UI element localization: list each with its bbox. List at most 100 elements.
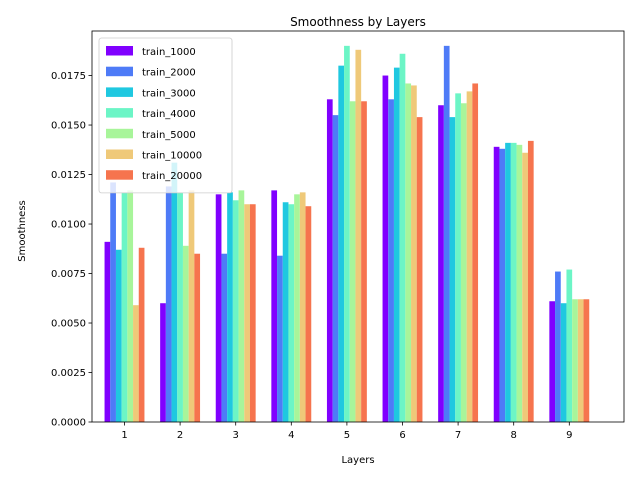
bar-train_4000-layer-9 bbox=[566, 269, 573, 422]
y-tick-label: 0.0025 bbox=[51, 368, 86, 379]
bar-train_10000-layer-6 bbox=[411, 85, 417, 422]
legend-swatch-train_2000 bbox=[106, 66, 133, 77]
bar-train_5000-layer-6 bbox=[405, 83, 412, 423]
y-tick-label: 0.0175 bbox=[51, 71, 86, 82]
x-tick-label: 7 bbox=[455, 430, 461, 441]
bar-train_2000-layer-5 bbox=[332, 115, 339, 422]
y-tick-label: 0.0050 bbox=[51, 319, 86, 330]
bar-train_1000-layer-2 bbox=[160, 303, 166, 422]
legend-swatch-train_4000 bbox=[106, 108, 133, 118]
bar-train_4000-layer-5 bbox=[344, 45, 350, 422]
bar-train_10000-layer-9 bbox=[577, 299, 584, 422]
bar-train_4000-layer-2 bbox=[177, 192, 183, 422]
legend-swatch-train_10000 bbox=[106, 149, 133, 159]
bar-train_2000-layer-8 bbox=[499, 148, 506, 423]
bar-train_3000-layer-9 bbox=[560, 303, 567, 422]
legend-label-train_1000: train_1000 bbox=[142, 47, 196, 58]
y-axis-label: Smoothness bbox=[17, 200, 28, 262]
bar-train_4000-layer-1 bbox=[121, 192, 128, 422]
bar-train_10000-layer-4 bbox=[299, 192, 306, 422]
bar-train_20000-layer-8 bbox=[527, 140, 534, 422]
bar-train_2000-layer-1 bbox=[110, 182, 116, 422]
bar-train_3000-layer-4 bbox=[282, 202, 289, 422]
bar-train_3000-layer-5 bbox=[338, 65, 345, 423]
bar-train_2000-layer-2 bbox=[165, 186, 172, 422]
bar-train_2000-layer-7 bbox=[443, 45, 450, 422]
legend-swatch-train_20000 bbox=[106, 170, 133, 180]
y-tick-label: 0.0075 bbox=[51, 269, 86, 280]
axes-group bbox=[91, 30, 625, 423]
y-tick-label: 0.0150 bbox=[51, 121, 86, 132]
legend-label-train_4000: train_4000 bbox=[142, 109, 196, 120]
bar-train_20000-layer-3 bbox=[249, 204, 256, 422]
y-tick-label: 0.0000 bbox=[51, 418, 86, 429]
x-tick-label: 9 bbox=[566, 430, 572, 441]
bar-train_10000-layer-3 bbox=[244, 204, 250, 422]
legend: train_1000 train_2000 train_3000 train_4000… bbox=[98, 37, 233, 194]
bar-train_20000-layer-6 bbox=[416, 117, 423, 423]
y-tick-label: 0.0100 bbox=[51, 220, 86, 231]
bar-train_20000-layer-2 bbox=[194, 253, 201, 422]
legend-label-train_3000: train_3000 bbox=[142, 88, 196, 99]
bar-train_2000-layer-3 bbox=[221, 253, 228, 422]
legend-label-train_2000: train_2000 bbox=[142, 68, 196, 79]
bar-train_2000-layer-6 bbox=[388, 99, 394, 423]
plot-frame bbox=[91, 30, 625, 423]
bar-train_3000-layer-2 bbox=[171, 162, 178, 422]
bar-train_3000-layer-6 bbox=[393, 67, 400, 422]
bar-train_5000-layer-4 bbox=[294, 194, 300, 422]
legend-swatch-train_5000 bbox=[106, 128, 133, 139]
legend-label-train_10000: train_10000 bbox=[142, 151, 202, 162]
bar-train_10000-layer-5 bbox=[355, 49, 362, 423]
bar-train_3000-layer-3 bbox=[227, 192, 233, 422]
bar-train_5000-layer-9 bbox=[572, 299, 578, 422]
bar-train_4000-layer-3 bbox=[232, 200, 239, 422]
bar-train_1000-layer-8 bbox=[493, 146, 500, 422]
bar-train_20000-layer-1 bbox=[138, 247, 145, 422]
bar-train_3000-layer-7 bbox=[449, 117, 456, 423]
chart-title: Smoothness by Layers bbox=[290, 15, 426, 29]
x-tick-label: 3 bbox=[233, 430, 239, 441]
bar-train_10000-layer-1 bbox=[133, 305, 139, 422]
bar-train_5000-layer-3 bbox=[238, 190, 245, 422]
bars-group bbox=[104, 45, 590, 423]
bar-train_5000-layer-7 bbox=[460, 103, 467, 422]
bar-train_5000-layer-5 bbox=[349, 101, 356, 422]
bar-train_10000-layer-2 bbox=[188, 190, 195, 422]
bar-train_5000-layer-8 bbox=[516, 144, 523, 422]
ticks-group: 1 2 3 4 5 6 7 8 9 0.0000 0.0025 0.0050 0.0075 0.0100 0… bbox=[51, 71, 572, 441]
bar-train_1000-layer-1 bbox=[104, 241, 111, 422]
bar-train_1000-layer-7 bbox=[438, 105, 444, 423]
x-tick-label: 1 bbox=[121, 430, 127, 441]
bar-train_2000-layer-9 bbox=[555, 271, 561, 422]
bar-train_5000-layer-1 bbox=[127, 190, 134, 422]
bar-train_20000-layer-9 bbox=[583, 299, 590, 422]
bar-train_1000-layer-4 bbox=[271, 190, 278, 422]
bar-train_4000-layer-6 bbox=[399, 53, 406, 423]
x-tick-label: 8 bbox=[511, 430, 517, 441]
bar-train_20000-layer-4 bbox=[305, 206, 312, 422]
bar-train_3000-layer-1 bbox=[115, 249, 122, 422]
legend-swatch-train_3000 bbox=[106, 87, 133, 97]
bar-train_4000-layer-7 bbox=[455, 93, 461, 423]
bar-train_1000-layer-3 bbox=[215, 194, 222, 422]
bar-train_20000-layer-5 bbox=[361, 101, 367, 422]
bar-train_1000-layer-5 bbox=[326, 99, 333, 423]
x-tick-label: 4 bbox=[288, 430, 294, 441]
x-tick-label: 2 bbox=[177, 430, 183, 441]
legend-label-train_20000: train_20000 bbox=[142, 171, 202, 182]
x-tick-label: 6 bbox=[399, 430, 405, 441]
x-axis-label: Layers bbox=[341, 455, 374, 466]
y-tick-label: 0.0125 bbox=[51, 170, 86, 181]
bar-train_10000-layer-8 bbox=[522, 152, 528, 422]
bar-train_1000-layer-6 bbox=[382, 75, 389, 422]
bar-train_10000-layer-7 bbox=[466, 91, 473, 422]
bar-train_5000-layer-2 bbox=[182, 245, 189, 422]
legend-label-train_5000: train_5000 bbox=[142, 130, 196, 141]
bar-train_3000-layer-8 bbox=[505, 142, 511, 423]
bar-train_2000-layer-4 bbox=[277, 255, 283, 422]
bar-train_4000-layer-8 bbox=[510, 142, 517, 423]
bar-train_4000-layer-4 bbox=[288, 204, 295, 422]
bar-train_1000-layer-9 bbox=[549, 301, 556, 422]
